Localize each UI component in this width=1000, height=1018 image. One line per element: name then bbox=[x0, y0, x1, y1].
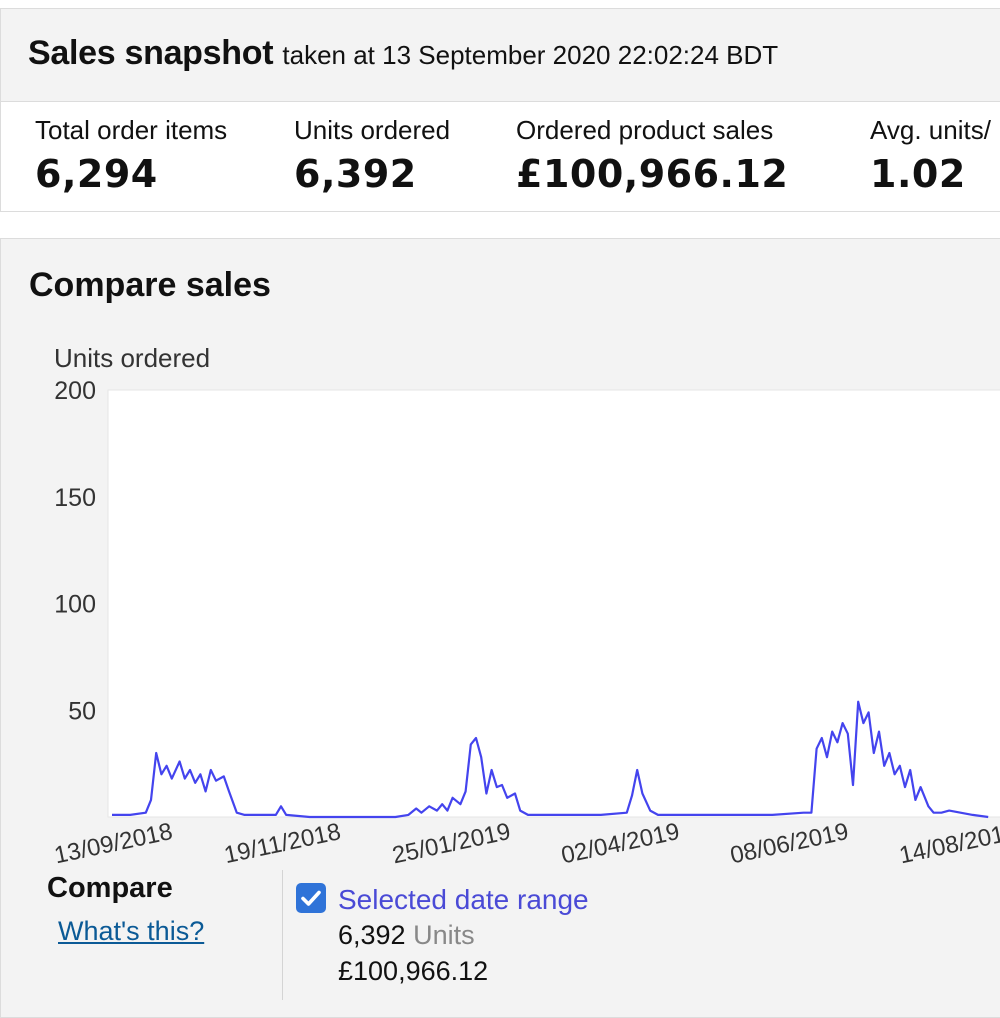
snapshot-timestamp: taken at 13 September 2020 22:02:24 BDT bbox=[282, 40, 779, 70]
metric-label: Units ordered bbox=[294, 115, 451, 145]
metric-ordered-product-sales: Ordered product sales £100,966.12 bbox=[516, 115, 788, 196]
x-tick-label: 13/09/2018 bbox=[52, 818, 175, 869]
x-tick-label: 02/04/2019 bbox=[559, 818, 682, 869]
whats-this-link[interactable]: What's this? bbox=[58, 916, 205, 946]
x-tick-label: 19/11/2018 bbox=[222, 818, 343, 869]
compare-label: Compare bbox=[47, 872, 173, 904]
x-tick-label: 08/06/2019 bbox=[728, 818, 851, 869]
selected-range-units-word: Units bbox=[413, 920, 475, 950]
plot-area bbox=[107, 389, 1000, 818]
compare-divider bbox=[282, 870, 283, 1000]
y-tick-label: 50 bbox=[68, 697, 96, 725]
y-tick-label: 100 bbox=[54, 591, 96, 619]
y-tick-label: 150 bbox=[54, 484, 96, 512]
snapshot-title: Sales snapshot taken at 13 September 202… bbox=[28, 34, 778, 73]
units-ordered-chart: Units ordered 200 150 100 50 13/09/2018 19/11/… bbox=[52, 343, 1000, 869]
sales-snapshot-panel: Sales snapshot taken at 13 September 202… bbox=[0, 8, 1000, 212]
series-line bbox=[112, 700, 989, 819]
metric-value: 6,392 bbox=[294, 152, 417, 196]
metric-label: Total order items bbox=[35, 115, 228, 145]
metric-value: 6,294 bbox=[35, 152, 158, 196]
metric-units-ordered: Units ordered 6,392 bbox=[294, 115, 450, 196]
selected-range-sales: £100,966.12 bbox=[338, 956, 489, 986]
metric-total-order-items: Total order items 6,294 bbox=[35, 115, 227, 196]
selected-range-units: 6,392 Units bbox=[338, 920, 475, 951]
snapshot-header: Sales snapshot taken at 13 September 202… bbox=[1, 9, 1000, 102]
metric-value: 1.02 bbox=[870, 152, 966, 196]
snapshot-title-text: Sales snapshot bbox=[28, 34, 274, 72]
metric-label: Avg. units/ bbox=[870, 115, 991, 145]
selected-range-units-value: 6,392 bbox=[338, 920, 406, 950]
metric-value: £100,966.12 bbox=[516, 152, 789, 196]
y-tick-label: 200 bbox=[54, 377, 96, 405]
x-tick-label: 25/01/2019 bbox=[390, 818, 513, 869]
checkmark-icon bbox=[301, 890, 321, 906]
x-tick-label: 14/08/2019 bbox=[897, 818, 1000, 869]
selected-range-label: Selected date range bbox=[338, 884, 589, 915]
y-axis-label: Units ordered bbox=[54, 343, 210, 373]
metric-avg-units: Avg. units/ 1.02 bbox=[870, 115, 991, 196]
metric-label: Ordered product sales bbox=[516, 115, 774, 145]
selected-range-checkbox[interactable] bbox=[296, 883, 326, 913]
compare-sales-title: Compare sales bbox=[29, 266, 271, 304]
